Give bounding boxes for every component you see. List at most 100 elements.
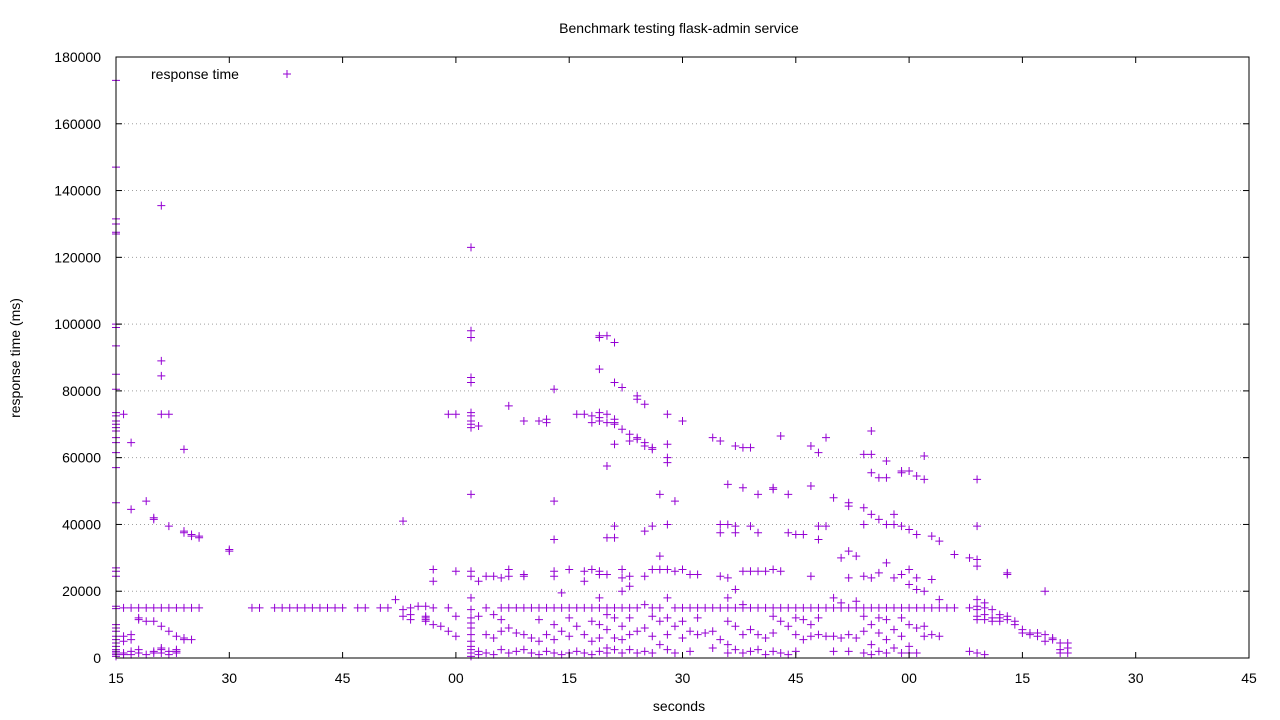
data-point bbox=[935, 537, 944, 546]
data-point bbox=[610, 603, 619, 612]
data-point bbox=[429, 565, 438, 574]
data-point bbox=[874, 647, 883, 656]
data-point bbox=[127, 603, 136, 612]
data-point bbox=[474, 577, 483, 586]
data-point bbox=[852, 552, 861, 561]
x-tick-label: 15 bbox=[108, 670, 124, 686]
data-point bbox=[814, 603, 823, 612]
data-point bbox=[383, 603, 392, 612]
data-point bbox=[754, 603, 763, 612]
data-point bbox=[965, 647, 974, 656]
data-point bbox=[1041, 630, 1050, 639]
data-point bbox=[572, 603, 581, 612]
x-tick-label: 45 bbox=[788, 670, 804, 686]
data-point bbox=[550, 385, 559, 394]
data-point bbox=[670, 648, 679, 657]
data-point bbox=[670, 567, 679, 576]
data-point bbox=[512, 603, 521, 612]
data-point bbox=[451, 612, 460, 621]
data-point bbox=[897, 468, 906, 477]
data-point bbox=[467, 652, 476, 661]
data-point bbox=[1056, 648, 1065, 657]
data-point bbox=[270, 603, 279, 612]
data-point bbox=[587, 603, 596, 612]
data-point bbox=[164, 603, 173, 612]
data-point bbox=[686, 603, 695, 612]
data-point bbox=[761, 603, 770, 612]
data-point bbox=[708, 643, 717, 652]
data-point bbox=[844, 630, 853, 639]
data-point bbox=[701, 603, 710, 612]
data-point bbox=[565, 632, 574, 641]
data-point bbox=[467, 326, 476, 335]
y-tick-label: 160000 bbox=[54, 116, 101, 132]
data-point bbox=[467, 630, 476, 639]
data-point bbox=[618, 603, 627, 612]
data-point bbox=[504, 623, 513, 632]
data-point bbox=[776, 617, 785, 626]
data-point bbox=[776, 648, 785, 657]
data-point bbox=[905, 467, 914, 476]
data-point bbox=[142, 650, 151, 659]
data-point bbox=[912, 573, 921, 582]
data-point bbox=[489, 650, 498, 659]
data-point bbox=[897, 632, 906, 641]
data-point bbox=[912, 648, 921, 657]
data-point bbox=[618, 383, 627, 392]
data-point bbox=[595, 593, 604, 602]
data-point bbox=[172, 632, 181, 641]
data-point bbox=[731, 441, 740, 450]
data-point bbox=[806, 441, 815, 450]
data-point bbox=[557, 627, 566, 636]
data-point bbox=[882, 520, 891, 529]
data-point bbox=[973, 475, 982, 484]
data-point bbox=[973, 595, 982, 604]
data-point bbox=[973, 605, 982, 614]
data-point bbox=[429, 620, 438, 629]
x-tick-label: 45 bbox=[335, 670, 351, 686]
data-point bbox=[814, 535, 823, 544]
data-point bbox=[610, 420, 619, 429]
data-point bbox=[602, 410, 611, 419]
data-point bbox=[927, 630, 936, 639]
data-point bbox=[157, 356, 166, 365]
data-point bbox=[769, 485, 778, 494]
data-point bbox=[610, 613, 619, 622]
data-point bbox=[950, 603, 959, 612]
data-point bbox=[610, 645, 619, 654]
data-point bbox=[769, 612, 778, 621]
data-point bbox=[482, 630, 491, 639]
data-point bbox=[119, 637, 128, 646]
data-point bbox=[648, 445, 657, 454]
data-point bbox=[867, 650, 876, 659]
data-point bbox=[580, 567, 589, 576]
data-point bbox=[867, 620, 876, 629]
data-point bbox=[776, 603, 785, 612]
data-point bbox=[867, 468, 876, 477]
data-point bbox=[829, 647, 838, 656]
data-point bbox=[127, 438, 136, 447]
data-point bbox=[610, 440, 619, 449]
data-point bbox=[746, 625, 755, 634]
data-point bbox=[1033, 632, 1042, 641]
data-point bbox=[527, 603, 536, 612]
data-point bbox=[844, 547, 853, 556]
data-point bbox=[769, 565, 778, 574]
data-point bbox=[754, 567, 763, 576]
data-point bbox=[935, 603, 944, 612]
data-point bbox=[806, 603, 815, 612]
data-point bbox=[557, 603, 566, 612]
data-point bbox=[467, 378, 476, 387]
data-point bbox=[142, 603, 151, 612]
data-point bbox=[648, 648, 657, 657]
data-point bbox=[882, 457, 891, 466]
data-point bbox=[897, 570, 906, 579]
data-point bbox=[874, 628, 883, 637]
y-tick-label: 20000 bbox=[62, 583, 101, 599]
data-point bbox=[859, 612, 868, 621]
data-point bbox=[164, 650, 173, 659]
data-point bbox=[127, 635, 136, 644]
data-point bbox=[882, 615, 891, 624]
data-point bbox=[580, 648, 589, 657]
